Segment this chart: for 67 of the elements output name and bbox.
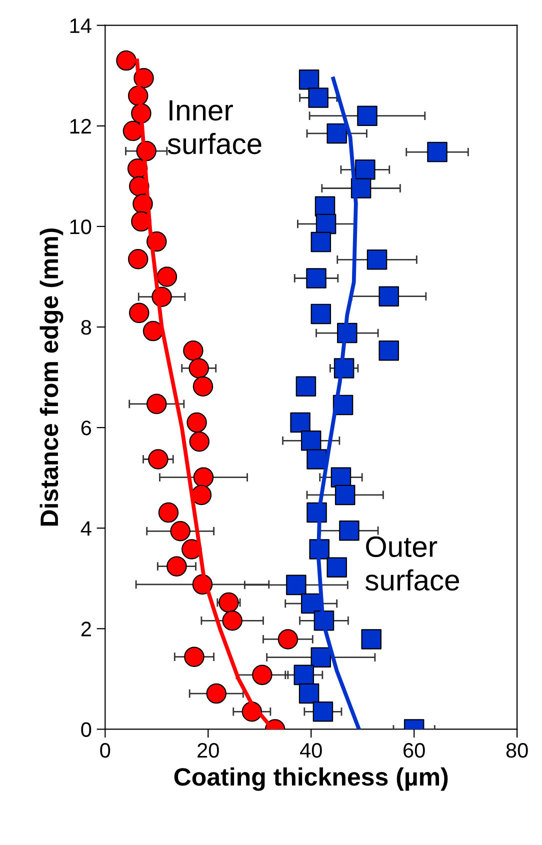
point (156, 266, 178, 287)
point (148, 449, 168, 470)
point (158, 502, 179, 523)
point (252, 664, 272, 686)
point (361, 629, 382, 650)
series-label: Inner surface (168, 100, 262, 154)
point (189, 432, 210, 452)
y-tick-label: 4 (80, 521, 92, 536)
point (357, 106, 378, 126)
point (129, 302, 150, 324)
point (222, 610, 242, 631)
point (206, 683, 226, 704)
point (128, 249, 148, 270)
point (183, 340, 204, 361)
point (142, 320, 164, 342)
point (166, 556, 187, 576)
point (378, 340, 399, 361)
point (290, 412, 310, 433)
point (310, 647, 332, 668)
x-tick-label: 80 (506, 742, 528, 758)
point (170, 521, 190, 542)
x-tick-label: 40 (300, 742, 322, 758)
x-axis-title: Coating thickness (µm) (174, 767, 448, 791)
y-axis-title: Distance from edge (mm) (40, 228, 64, 526)
point (316, 214, 336, 234)
point (378, 286, 399, 306)
point (191, 484, 212, 506)
y-tick-label: 10 (70, 219, 92, 234)
point (308, 88, 328, 108)
point (298, 683, 320, 704)
x-tick-label: 0 (100, 742, 110, 758)
point (116, 50, 136, 71)
point (326, 557, 347, 578)
point (355, 160, 376, 180)
point (188, 358, 209, 378)
point (330, 467, 352, 488)
y-tick-label: 8 (81, 320, 92, 335)
x-tick-label: 20 (198, 742, 219, 758)
y-tick-label: 12 (70, 118, 91, 134)
point (310, 232, 332, 252)
point (218, 592, 239, 613)
point (296, 376, 316, 396)
point (306, 268, 326, 288)
point (193, 467, 214, 488)
point (300, 430, 322, 451)
point (184, 646, 204, 667)
point (334, 484, 356, 506)
point (339, 520, 360, 541)
point (427, 142, 448, 162)
point (278, 629, 298, 650)
point (286, 574, 306, 596)
point (326, 123, 347, 144)
point (312, 702, 334, 722)
x-tick-label: 60 (404, 742, 425, 758)
point (192, 376, 214, 396)
point (310, 304, 332, 324)
series-label: Outer surface (365, 536, 460, 591)
point (294, 664, 314, 686)
y-tick-label: 14 (70, 18, 92, 33)
y-tick-label: 6 (81, 420, 92, 436)
point (366, 250, 388, 270)
point (186, 412, 207, 433)
y-tick-label: 2 (81, 622, 91, 636)
y-tick-label: 0 (81, 722, 92, 737)
point (306, 449, 327, 470)
point (298, 70, 320, 90)
point (146, 394, 167, 414)
